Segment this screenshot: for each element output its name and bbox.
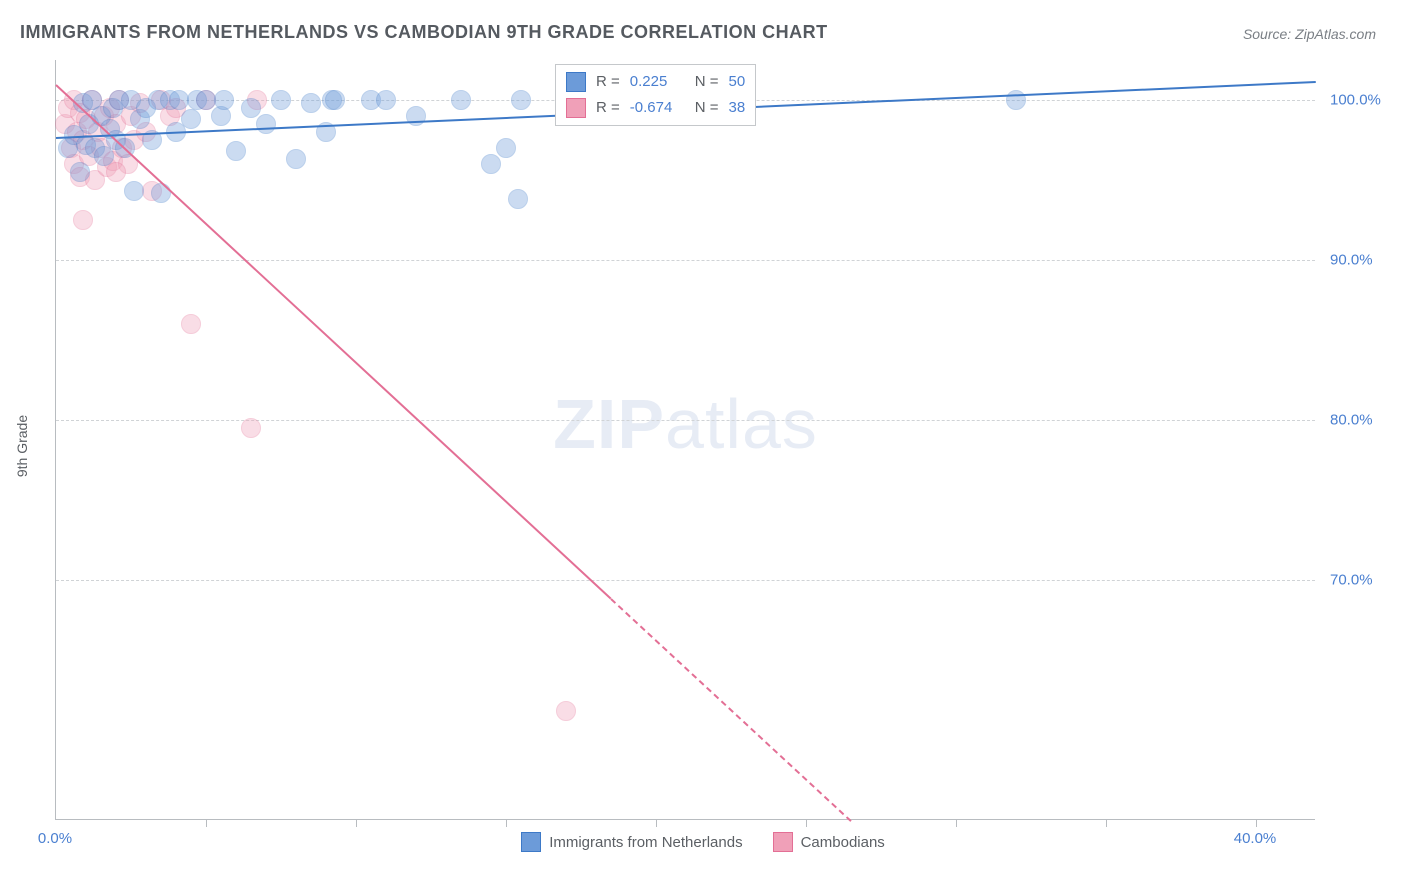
x-tick (506, 819, 507, 827)
n-label: N = (695, 95, 719, 121)
series-legend: Immigrants from Netherlands Cambodians (0, 832, 1406, 852)
x-tick (956, 819, 957, 827)
swatch-netherlands (566, 72, 586, 92)
r-value-cambodians: -0.674 (630, 95, 685, 121)
data-point-netherlands (181, 109, 201, 129)
data-point-netherlands (481, 154, 501, 174)
correlation-legend: R = 0.225 N = 50 R = -0.674 N = 38 (555, 64, 756, 126)
r-value-netherlands: 0.225 (630, 69, 685, 95)
swatch-cambodians (566, 98, 586, 118)
series-label-netherlands: Immigrants from Netherlands (549, 834, 742, 851)
x-tick (656, 819, 657, 827)
source-name: ZipAtlas.com (1295, 26, 1376, 42)
trendline-cambodians-extrapolated (610, 598, 851, 822)
legend-item-cambodians: Cambodians (773, 832, 885, 852)
data-point-netherlands (226, 141, 246, 161)
data-point-netherlands (151, 183, 171, 203)
data-point-netherlands (325, 90, 345, 110)
watermark-rest: atlas (665, 385, 818, 463)
x-tick (1256, 819, 1257, 827)
data-point-netherlands (169, 90, 189, 110)
data-point-netherlands (241, 98, 261, 118)
data-point-netherlands (286, 149, 306, 169)
data-point-netherlands (196, 90, 216, 110)
data-point-netherlands (256, 114, 276, 134)
x-tick (206, 819, 207, 827)
source-attribution: Source: ZipAtlas.com (1243, 26, 1376, 42)
data-point-netherlands (376, 90, 396, 110)
data-point-cambodians (106, 162, 126, 182)
chart-title: IMMIGRANTS FROM NETHERLANDS VS CAMBODIAN… (20, 22, 828, 43)
n-value-cambodians: 38 (729, 95, 746, 121)
series-label-cambodians: Cambodians (801, 834, 885, 851)
source-prefix: Source: (1243, 26, 1295, 42)
data-point-netherlands (301, 93, 321, 113)
data-point-netherlands (70, 162, 90, 182)
data-point-netherlands (271, 90, 291, 110)
x-tick-label: 0.0% (38, 830, 72, 847)
r-label: R = (596, 95, 620, 121)
watermark-bold: ZIP (553, 385, 665, 463)
data-point-netherlands (124, 181, 144, 201)
data-point-netherlands (508, 189, 528, 209)
chart-container: IMMIGRANTS FROM NETHERLANDS VS CAMBODIAN… (0, 0, 1406, 892)
trendline-cambodians (55, 84, 611, 599)
gridline (56, 580, 1315, 581)
watermark: ZIPatlas (553, 384, 818, 464)
x-tick (1106, 819, 1107, 827)
y-tick-label: 90.0% (1330, 252, 1373, 269)
y-tick-label: 80.0% (1330, 412, 1373, 429)
r-label: R = (596, 69, 620, 95)
n-label: N = (695, 69, 719, 95)
data-point-netherlands (451, 90, 471, 110)
data-point-cambodians (181, 314, 201, 334)
x-tick (356, 819, 357, 827)
data-point-netherlands (511, 90, 531, 110)
legend-row-netherlands: R = 0.225 N = 50 (566, 69, 745, 95)
x-tick-label: 40.0% (1234, 830, 1277, 847)
data-point-cambodians (241, 418, 261, 438)
data-point-netherlands (214, 90, 234, 110)
swatch-netherlands (521, 832, 541, 852)
data-point-cambodians (73, 210, 93, 230)
y-tick-label: 70.0% (1330, 572, 1373, 589)
y-axis-label: 9th Grade (14, 415, 30, 477)
legend-row-cambodians: R = -0.674 N = 38 (566, 95, 745, 121)
swatch-cambodians (773, 832, 793, 852)
plot-area: ZIPatlas (55, 60, 1315, 820)
data-point-cambodians (556, 701, 576, 721)
legend-item-netherlands: Immigrants from Netherlands (521, 832, 742, 852)
data-point-netherlands (496, 138, 516, 158)
n-value-netherlands: 50 (729, 69, 746, 95)
x-tick (806, 819, 807, 827)
y-tick-label: 100.0% (1330, 92, 1381, 109)
